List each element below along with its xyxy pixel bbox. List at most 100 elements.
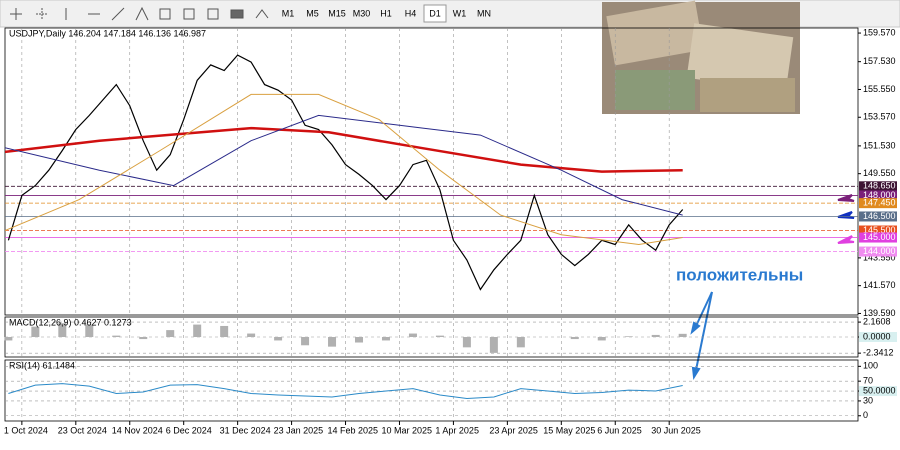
histogram-bar: [381, 337, 390, 341]
histogram-bar: [58, 323, 67, 337]
cursor-icon[interactable]: [10, 8, 22, 20]
arrow-head: [691, 366, 701, 380]
y-tick-label: 100: [863, 361, 878, 371]
histogram-bar: [85, 324, 94, 337]
histogram-bar: [166, 330, 175, 337]
banknote: [606, 0, 704, 66]
level-box: [859, 198, 897, 209]
banknote: [686, 23, 794, 92]
histogram-bar: [220, 325, 229, 337]
y-tick-box: [859, 386, 897, 397]
y-tick-label: 30: [863, 395, 873, 405]
histogram-bar: [274, 337, 283, 341]
y-tick-label: 153.570: [863, 112, 896, 122]
level-label: 144.000: [863, 246, 896, 256]
trendline-icon[interactable]: [111, 7, 125, 21]
histogram-bar: [489, 337, 498, 353]
active-timeframe: [423, 4, 447, 23]
histogram-bar: [516, 337, 525, 348]
level-box: [859, 232, 897, 243]
level-box: [859, 225, 897, 236]
text-icon[interactable]: [183, 8, 195, 20]
series-line: [5, 93, 683, 246]
arrow-head: [690, 321, 701, 335]
x-tick-label: 23 Oct 2024: [58, 425, 107, 435]
series-line: [8, 383, 683, 400]
series-line: [7, 54, 684, 291]
level-label: 145.500: [863, 225, 896, 235]
banknote: [615, 70, 695, 110]
x-tick-label: 1 Apr 2025: [435, 425, 479, 435]
y-tick-label: 149.550: [863, 168, 896, 178]
histogram-bar: [247, 333, 256, 337]
y-tick-label: 139.590: [863, 308, 896, 318]
x-tick-label: 23 Apr 2025: [489, 425, 538, 435]
arrows-icon[interactable]: [255, 9, 269, 19]
timeframe-button[interactable]: H1: [380, 8, 392, 18]
x-tick-label: 10 Mar 2025: [381, 425, 432, 435]
label-icon[interactable]: [207, 8, 219, 20]
timeframe-button[interactable]: H4: [405, 8, 417, 18]
histogram-bar: [301, 337, 310, 346]
level-box: [859, 181, 897, 192]
timeframe-button[interactable]: M1: [282, 8, 295, 18]
timeframe-button[interactable]: M15: [328, 8, 346, 18]
level-label: 148.650: [863, 181, 896, 191]
y-tick-label: 0: [863, 410, 868, 420]
x-tick-label: 6 Dec 2024: [166, 425, 212, 435]
histogram-bar: [31, 326, 40, 337]
panel-title: RSI(14) 61.1484: [9, 360, 75, 370]
x-tick-label: 14 Nov 2024: [112, 425, 163, 435]
series-line: [5, 126, 683, 173]
panel-frame: [4, 27, 859, 316]
timeframe-button[interactable]: D1: [429, 8, 441, 18]
x-tick-label: 30 Jun 2025: [651, 425, 701, 435]
timeframe-button[interactable]: M30: [353, 8, 371, 18]
y-tick-label: 143.550: [863, 252, 896, 262]
level-label: 148.000: [863, 190, 896, 200]
timeframe-button[interactable]: MN: [477, 8, 491, 18]
level-box: [859, 246, 897, 257]
panel-title: MACD(12,26,9) 0.4627 0.1273: [9, 317, 132, 327]
y-tick-box: [859, 332, 897, 342]
tool-icons: [10, 6, 269, 21]
timeframe-button[interactable]: W1: [453, 8, 467, 18]
histogram-bar: [112, 335, 121, 337]
histogram-bar: [678, 333, 687, 337]
y-tick-label: 50.0000: [863, 385, 896, 395]
y-tick-label: 155.550: [863, 84, 896, 94]
histogram-bar: [570, 337, 579, 340]
shapes-icon[interactable]: [230, 9, 244, 19]
y-tick-label: 141.570: [863, 280, 896, 290]
x-tick-label: 14 Feb 2025: [328, 425, 379, 435]
y-tick-label: 2.1608: [863, 316, 891, 326]
arrow-to-macd: [695, 291, 713, 327]
y-tick-label: 70: [863, 376, 873, 386]
histogram-bar: [4, 337, 13, 341]
series-line: [5, 114, 683, 216]
y-tick-label: 0.0000: [863, 331, 891, 341]
x-tick-label: 6 Jun 2025: [597, 425, 642, 435]
level-box: [859, 190, 897, 201]
histogram-bar: [408, 333, 417, 337]
panel-title: USDJPY,Daily 146.204 147.184 146.136 146…: [9, 28, 206, 38]
y-tick-label: -2.3412: [863, 348, 894, 358]
timeframe-button[interactable]: M5: [306, 8, 319, 18]
histogram-bar: [651, 334, 660, 337]
x-tick-label: 31 Dec 2024: [220, 425, 271, 435]
y-tick-label: 159.570: [863, 27, 896, 37]
histogram-bar: [355, 337, 364, 343]
crosshair-icon[interactable]: [36, 8, 48, 20]
histogram-bar: [597, 337, 606, 341]
level-box: [859, 211, 897, 222]
level-label: 145.000: [863, 232, 896, 242]
fibo-icon[interactable]: [159, 8, 171, 20]
histogram-bar: [193, 324, 202, 337]
y-tick-label: 151.530: [863, 140, 896, 150]
channel-icon[interactable]: [135, 6, 149, 21]
histogram-bar: [139, 337, 148, 340]
banknote: [700, 78, 795, 112]
level-label: 147.450: [863, 198, 896, 208]
x-tick-label: 15 May 2025: [543, 425, 595, 435]
